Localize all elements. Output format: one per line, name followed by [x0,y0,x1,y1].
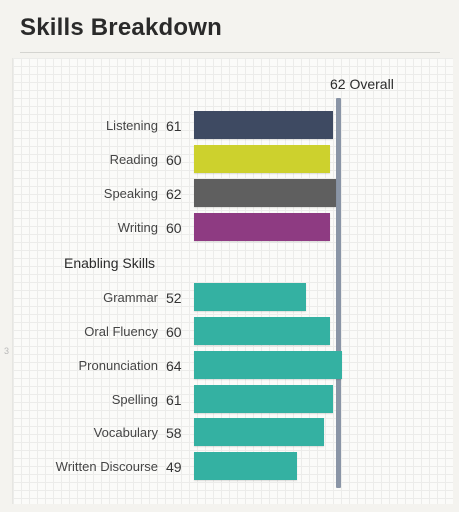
row-label-reading: Reading [109,152,158,167]
row-label-grammar: Grammar [103,290,158,305]
row-value-vocabulary: 58 [166,425,182,441]
page-title: Skills Breakdown [20,14,222,41]
row-value-writing: 60 [166,220,182,236]
row-value-speaking: 62 [166,186,182,202]
bar-vocabulary [194,418,324,446]
row-value-oral-fluency: 60 [166,324,182,340]
row-label-written-discourse: Written Discourse [55,459,158,474]
row-label-pronunciation: Pronunciation [78,358,159,373]
bar-listening [194,111,333,139]
bar-speaking [194,179,336,207]
row-label-listening: Listening [105,118,158,133]
row-label-oral-fluency: Oral Fluency [84,324,158,339]
row-label-spelling: Spelling [111,392,158,407]
bar-written-discourse [194,452,297,480]
overall-score-line [336,98,341,488]
bar-reading [194,145,330,173]
title-divider [20,52,440,53]
row-value-written-discourse: 49 [166,459,182,475]
bar-spelling [194,385,333,413]
margin-mark: 3 [4,346,10,356]
row-label-writing: Writing [117,220,158,235]
row-value-spelling: 61 [166,392,182,408]
section-label-enabling-skills: Enabling Skills [64,255,156,271]
row-value-reading: 60 [166,152,182,168]
row-value-listening: 61 [166,118,182,134]
row-label-vocabulary: Vocabulary [93,425,158,440]
bar-oral-fluency [194,317,330,345]
bar-writing [194,213,330,241]
overall-score-label: 62 Overall [330,76,394,92]
row-value-grammar: 52 [166,290,182,306]
bar-grammar [194,283,306,311]
row-label-speaking: Speaking [103,186,158,201]
bar-pronunciation [194,351,342,379]
row-value-pronunciation: 64 [166,358,182,374]
